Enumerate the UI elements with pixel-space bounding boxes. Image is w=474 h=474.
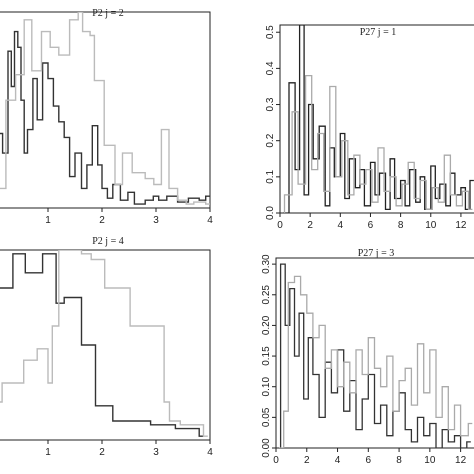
- y-tick-label: 0.15: [261, 346, 272, 366]
- x-tick-label: 10: [425, 220, 437, 231]
- series-2-line: [279, 275, 473, 448]
- panel-title: P27 j = 1: [360, 27, 396, 38]
- series-2-line: [283, 74, 473, 213]
- x-tick-label: 0: [273, 455, 279, 466]
- series-1-line: [279, 263, 471, 448]
- series-1-line: [283, 25, 474, 213]
- panel-title: P2 j = 4: [92, 236, 123, 247]
- series-2-line: [0, 250, 208, 437]
- x-tick-label: 2: [307, 220, 313, 231]
- y-tick-label: 0.5: [265, 25, 276, 39]
- y-tick-label: 0.00: [261, 438, 272, 458]
- series-1-line: [0, 30, 210, 205]
- x-tick-label: 2: [304, 455, 310, 466]
- x-tick-label: 4: [207, 215, 213, 226]
- panel-1: P2 j = 2 1 2 3 4: [0, 8, 213, 226]
- y-tick-label: 0.2: [265, 133, 276, 147]
- series-2-line: [0, 12, 210, 205]
- panel-2: P27 j = 1 0 2 4 6 8 10 12 0.0 0.1 0.2 0.3 0.4 0.5: [265, 24, 474, 231]
- panel-title: P2 j = 2: [92, 8, 123, 19]
- x-tick-label: 2: [99, 215, 105, 226]
- x-tick-label: 6: [368, 220, 374, 231]
- x-tick-label: 4: [207, 447, 213, 458]
- y-tick-label: 0.3: [265, 97, 276, 111]
- x-tick-label: 4: [335, 455, 341, 466]
- y-tick-label: 0.25: [261, 285, 272, 305]
- panel-4: P27 j = 3 0 2 4 6 8 10 12 0.00 0.05 0.10 0.15 0.20 0.…: [261, 248, 474, 466]
- x-tick-label: 10: [424, 455, 436, 466]
- panel-3: P2 j = 4 1 2 3 4: [0, 236, 213, 458]
- y-tick-label: 0.10: [261, 377, 272, 397]
- y-tick-label: 0.30: [261, 254, 272, 274]
- y-tick-label: 0.4: [265, 61, 276, 75]
- x-tick-label: 1: [45, 447, 51, 458]
- y-tick-label: 0.0: [265, 206, 276, 220]
- x-tick-label: 8: [398, 220, 404, 231]
- x-tick-label: 3: [153, 447, 159, 458]
- plot-frame: [279, 24, 474, 214]
- x-tick-label: 4: [338, 220, 344, 231]
- x-tick-label: 6: [366, 455, 372, 466]
- x-tick-label: 3: [153, 215, 159, 226]
- series-1-line: [0, 253, 204, 437]
- plot-frame: [275, 257, 474, 449]
- x-tick-label: 8: [396, 455, 402, 466]
- x-tick-label: 1: [45, 215, 51, 226]
- x-tick-label: 12: [455, 455, 467, 466]
- x-tick-label: 2: [99, 447, 105, 458]
- x-tick-label: 0: [277, 220, 283, 231]
- y-tick-label: 0.05: [261, 407, 272, 427]
- panel-title: P27 j = 3: [358, 248, 394, 259]
- y-tick-label: 0.1: [265, 169, 276, 183]
- x-tick-label: 12: [455, 220, 467, 231]
- y-tick-label: 0.20: [261, 315, 272, 335]
